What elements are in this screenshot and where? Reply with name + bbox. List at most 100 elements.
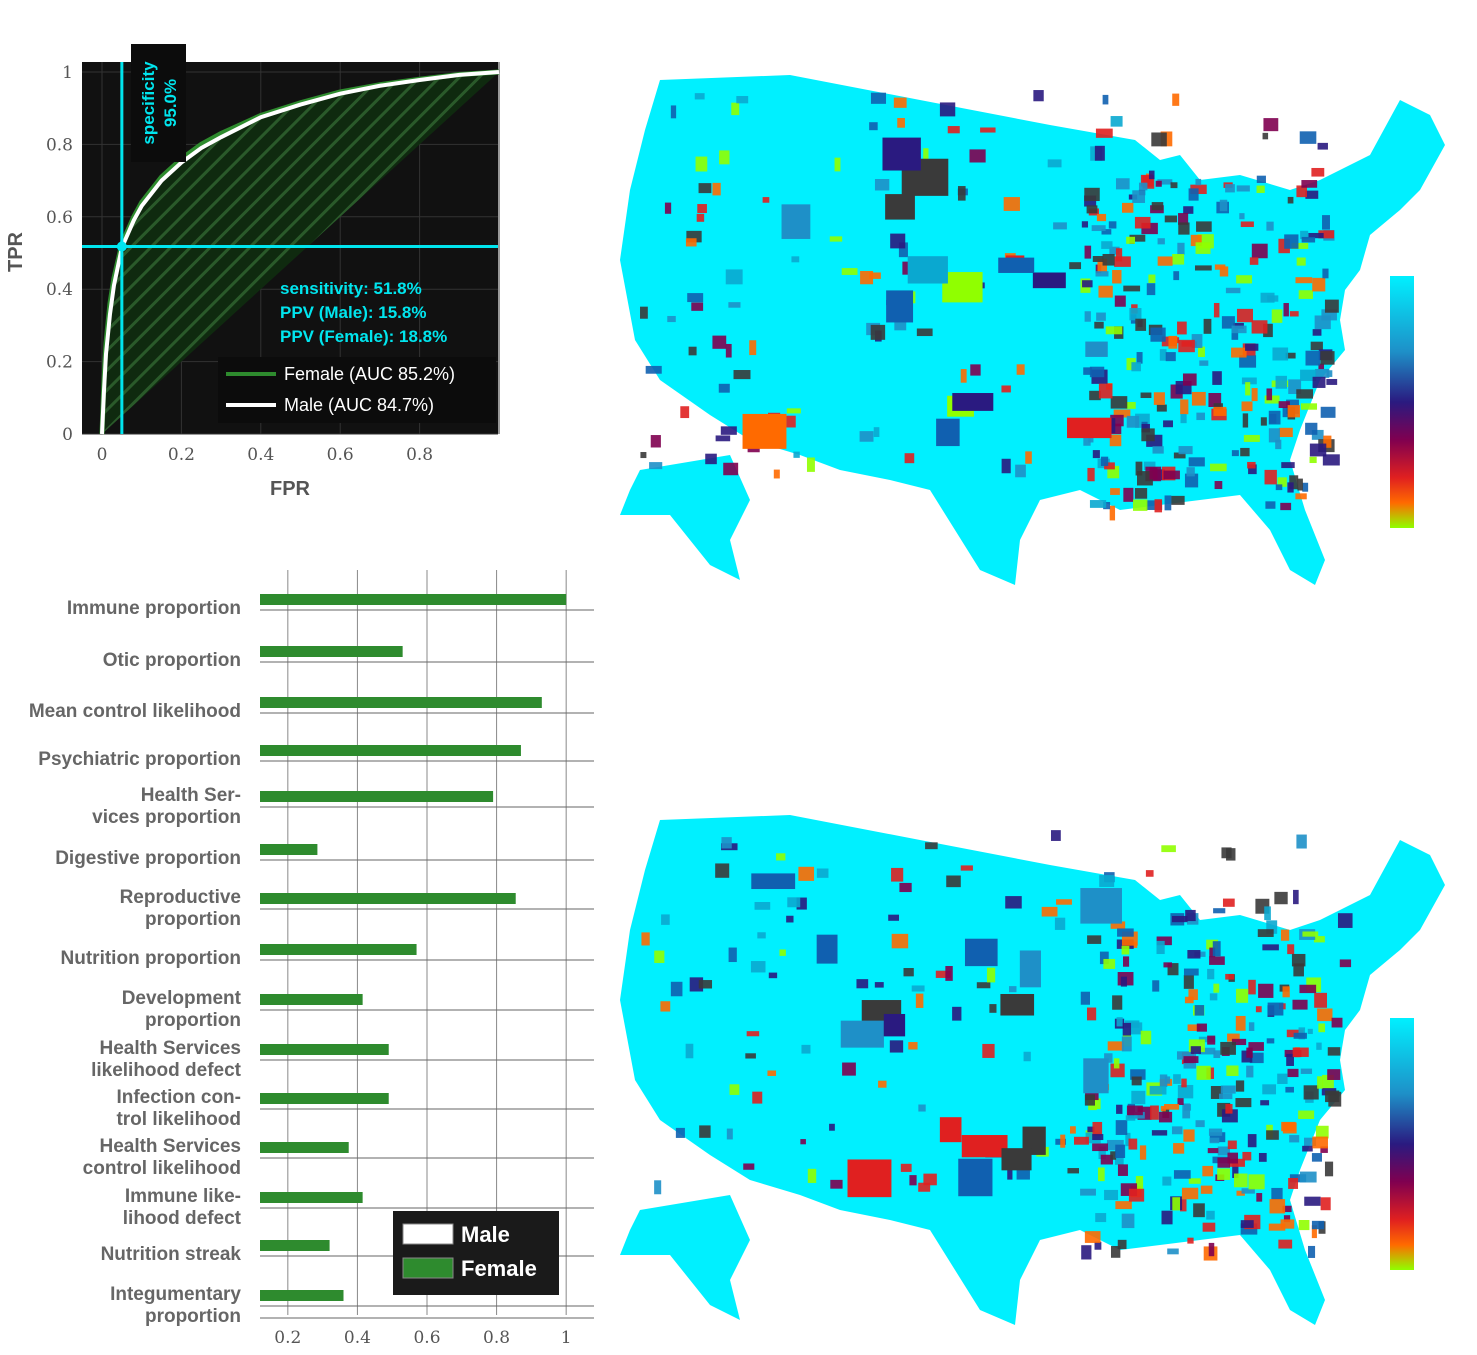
county-patch-large (840, 1020, 884, 1048)
county-patch (1139, 1145, 1147, 1160)
county-patch (1322, 268, 1329, 279)
roc-x-tick-label: 0 (97, 445, 108, 465)
county-patch (1323, 435, 1332, 448)
county-patch (829, 1123, 835, 1131)
county-patch (1157, 179, 1173, 185)
county-patch (1308, 1245, 1316, 1258)
county-patch (745, 1053, 756, 1059)
bar-legend-male-swatch (402, 1223, 454, 1245)
bar-female (260, 1290, 344, 1301)
county-patch (1185, 909, 1196, 922)
county-patch (1266, 920, 1278, 934)
county-patch (1109, 434, 1122, 447)
county-patch (873, 427, 880, 437)
county-patch (664, 202, 672, 214)
county-patch (1092, 1134, 1104, 1141)
county-patch (1219, 199, 1228, 212)
county-patch (1241, 1188, 1255, 1194)
map-top-alaska (620, 455, 750, 580)
bar-category-label: lihood defect (123, 1208, 242, 1229)
county-patch (1239, 355, 1257, 368)
county-patch-large (939, 1117, 962, 1143)
county-patch (1304, 1137, 1317, 1147)
county-patch (829, 236, 843, 242)
county-patch (1236, 275, 1253, 284)
county-patch (1246, 1047, 1253, 1058)
county-patch (1318, 1023, 1326, 1033)
county-patch (1081, 221, 1089, 228)
county-patch (1240, 1220, 1254, 1228)
county-patch (1217, 1157, 1230, 1168)
county-patch (1135, 461, 1143, 476)
bar-female (260, 893, 516, 904)
county-patch (1272, 347, 1289, 361)
county-patch (1149, 1085, 1167, 1095)
county-patch (1278, 1239, 1293, 1249)
county-patch (1278, 427, 1293, 438)
bar-female (260, 994, 363, 1005)
county-patch (1134, 1111, 1145, 1119)
county-patch (894, 317, 907, 331)
roc-operating-point (82, 62, 498, 434)
county-patch (767, 1070, 777, 1076)
county-patch (1122, 1022, 1132, 1036)
roc-legend-box (218, 357, 496, 423)
county-patch (728, 302, 741, 308)
county-patch (1015, 464, 1026, 478)
county-patch (712, 182, 721, 196)
county-patch (1298, 290, 1313, 299)
county-patch (779, 949, 786, 956)
bar-category-label: Reproductive (120, 887, 241, 908)
county-patch (715, 863, 730, 878)
county-patch (786, 408, 801, 414)
county-patch (1326, 370, 1333, 377)
county-patch (1225, 184, 1235, 193)
county-patch (1260, 1100, 1270, 1106)
county-patch (1089, 366, 1105, 378)
county-patch (860, 271, 874, 285)
county-patch (1178, 222, 1190, 235)
county-patch (1295, 277, 1313, 284)
county-patch (1110, 1246, 1121, 1258)
county-patch (654, 950, 665, 963)
county-patch (1281, 462, 1295, 469)
county-patch (1206, 939, 1219, 950)
county-patch (1249, 257, 1259, 265)
county-patch (1280, 929, 1290, 941)
county-patch (1095, 271, 1109, 277)
county-patch (1164, 1076, 1171, 1084)
county-patch (1318, 363, 1325, 370)
county-patch (969, 149, 986, 163)
bar-female (260, 1044, 389, 1055)
county-patch (1095, 128, 1113, 138)
county-patch (1177, 321, 1187, 335)
county-patch (945, 966, 953, 981)
county-patch (1209, 1132, 1226, 1143)
county-patch (721, 837, 732, 849)
bar-category-label: Health Ser- (141, 785, 241, 806)
county-patch-large (907, 256, 948, 284)
county-patch (1194, 265, 1212, 271)
county-patch (1129, 308, 1142, 321)
county-patch (1256, 175, 1266, 184)
county-patch (1213, 302, 1220, 318)
county-patch (1084, 245, 1092, 259)
county-patch (1131, 1076, 1142, 1086)
county-patch (989, 1004, 997, 1013)
county-patch (1134, 488, 1148, 499)
county-patch (1110, 921, 1126, 929)
county-patch (1275, 375, 1287, 389)
county-patch (1282, 1205, 1292, 1213)
county-patch (685, 238, 697, 247)
county-patch (1183, 975, 1194, 989)
county-patch-large (885, 194, 915, 220)
county-patch (750, 961, 766, 973)
county-patch (939, 102, 956, 117)
county-patch (874, 982, 884, 988)
county-patch (1227, 1033, 1240, 1042)
county-patch (1191, 391, 1206, 406)
county-patch (1311, 1220, 1325, 1230)
county-patch (859, 431, 874, 442)
county-patch (1312, 277, 1326, 292)
county-patch (1309, 443, 1327, 457)
